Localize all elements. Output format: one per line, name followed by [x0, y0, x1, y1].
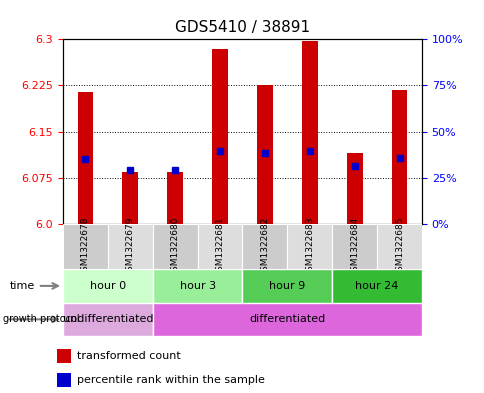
Bar — [376, 224, 421, 269]
Bar — [257, 86, 272, 224]
Text: time: time — [9, 281, 35, 291]
Bar — [346, 153, 362, 224]
Title: GDS5410 / 38891: GDS5410 / 38891 — [175, 20, 309, 35]
Text: transformed count: transformed count — [77, 351, 181, 361]
Bar — [212, 49, 227, 224]
Text: GSM1322684: GSM1322684 — [349, 217, 359, 277]
Bar — [332, 224, 376, 269]
Bar — [107, 224, 152, 269]
Text: GSM1322678: GSM1322678 — [81, 217, 90, 277]
Text: hour 3: hour 3 — [179, 281, 215, 291]
Text: hour 24: hour 24 — [355, 281, 398, 291]
Bar — [77, 92, 93, 224]
Bar — [391, 90, 407, 224]
Bar — [197, 224, 242, 269]
Text: GSM1322679: GSM1322679 — [125, 217, 135, 277]
Text: GSM1322682: GSM1322682 — [260, 217, 269, 277]
Bar — [122, 172, 138, 224]
Bar — [152, 269, 242, 303]
Bar — [167, 172, 182, 224]
Bar — [63, 303, 152, 336]
Text: GSM1322683: GSM1322683 — [304, 217, 314, 277]
Bar — [332, 269, 421, 303]
Text: percentile rank within the sample: percentile rank within the sample — [77, 375, 265, 385]
Text: GSM1322680: GSM1322680 — [170, 217, 180, 277]
Bar — [287, 224, 332, 269]
Bar — [63, 224, 107, 269]
Text: GSM1322685: GSM1322685 — [394, 217, 403, 277]
Text: growth protocol: growth protocol — [3, 314, 79, 324]
Bar — [152, 303, 421, 336]
Bar — [242, 269, 332, 303]
Bar — [302, 40, 317, 224]
Bar — [242, 224, 287, 269]
Text: differentiated: differentiated — [249, 314, 325, 324]
Bar — [63, 269, 152, 303]
Text: hour 9: hour 9 — [269, 281, 305, 291]
Bar — [57, 373, 71, 387]
Text: hour 0: hour 0 — [90, 281, 126, 291]
Bar — [152, 224, 197, 269]
Text: GSM1322681: GSM1322681 — [215, 217, 224, 277]
Text: undifferentiated: undifferentiated — [62, 314, 153, 324]
Bar — [57, 349, 71, 364]
